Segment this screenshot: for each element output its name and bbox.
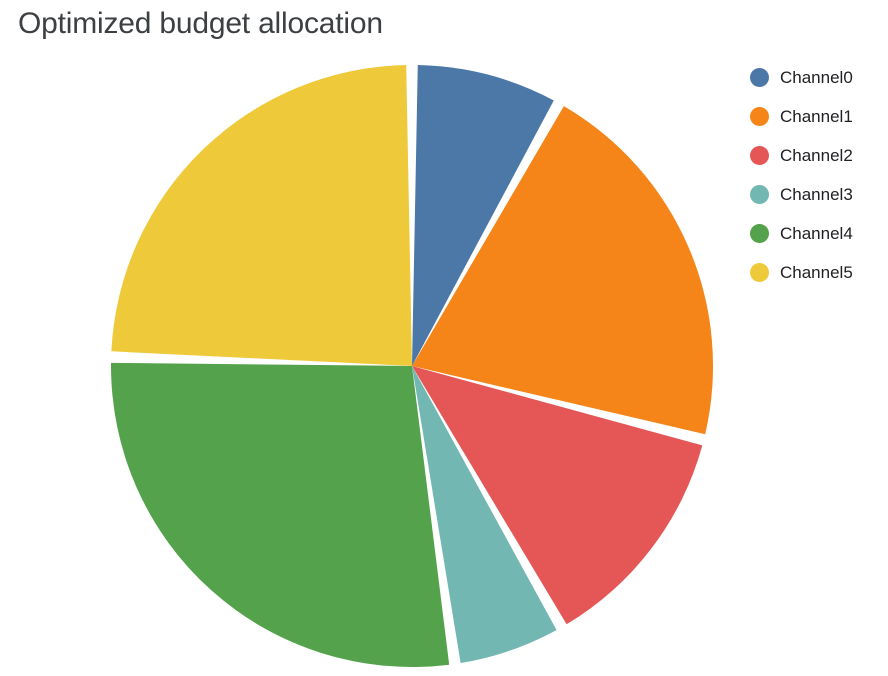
legend-item-label: Channel4 [780,224,853,243]
pie-slice-channel1[interactable] [412,106,714,435]
legend-item-channel2[interactable]: Channel2 [750,136,888,175]
legend-item-channel4[interactable]: Channel4 [750,214,888,253]
pie-slice-channel0[interactable] [412,65,554,366]
legend-item-channel5[interactable]: Channel5 [750,253,888,292]
pie-slice-channel3[interactable] [412,366,557,664]
circle-swatch-icon [750,107,769,126]
chart-legend: Channel0 Channel1 Channel2 Channel3 Channel4… [750,58,888,292]
pie-svg [111,65,714,667]
pie-slice-group [111,65,714,667]
pie-slice-channel2[interactable] [412,366,703,625]
circle-swatch-icon [750,68,769,87]
pie-plot-area [111,65,714,667]
legend-item-channel3[interactable]: Channel3 [750,175,888,214]
circle-swatch-icon [750,146,769,165]
pie-slice-channel5[interactable] [111,65,413,366]
legend-item-channel0[interactable]: Channel0 [750,58,888,97]
legend-item-label: Channel3 [780,185,853,204]
pie-slice-channel4[interactable] [111,362,450,667]
legend-item-label: Channel1 [780,107,853,126]
legend-item-channel1[interactable]: Channel1 [750,97,888,136]
circle-swatch-icon [750,263,769,282]
legend-item-label: Channel0 [780,68,853,87]
circle-swatch-icon [750,185,769,204]
legend-item-label: Channel5 [780,263,853,282]
legend-item-label: Channel2 [780,146,853,165]
page-title: Optimized budget allocation [18,7,383,40]
circle-swatch-icon [750,224,769,243]
